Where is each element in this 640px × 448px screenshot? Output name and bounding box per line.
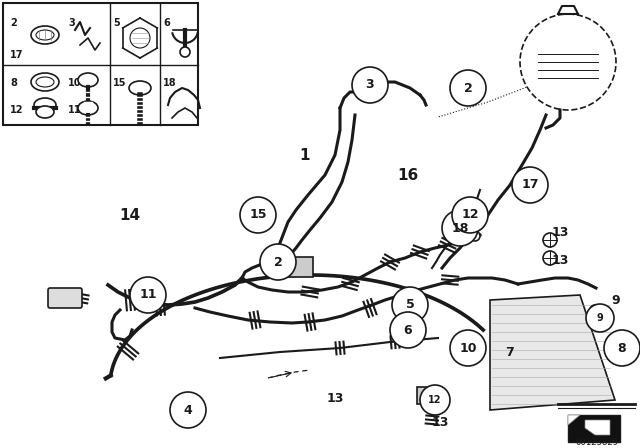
Circle shape	[390, 312, 426, 348]
Text: 12: 12	[10, 105, 24, 115]
Text: 12: 12	[428, 395, 442, 405]
Text: 10: 10	[68, 78, 81, 88]
Circle shape	[543, 233, 557, 247]
Text: 2: 2	[274, 255, 282, 268]
Circle shape	[180, 47, 190, 57]
Circle shape	[450, 70, 486, 106]
Polygon shape	[568, 415, 580, 425]
Circle shape	[470, 231, 480, 241]
Text: 3: 3	[68, 18, 75, 28]
Circle shape	[590, 305, 600, 315]
Text: 18: 18	[451, 221, 468, 234]
Ellipse shape	[36, 77, 54, 87]
Text: 10: 10	[460, 341, 477, 354]
Circle shape	[512, 167, 548, 203]
Circle shape	[130, 277, 166, 313]
Circle shape	[260, 244, 296, 280]
Ellipse shape	[78, 73, 98, 87]
Ellipse shape	[78, 101, 98, 115]
Text: 16: 16	[397, 168, 419, 182]
Circle shape	[450, 330, 486, 366]
Text: 13: 13	[551, 254, 569, 267]
Text: 15: 15	[113, 78, 127, 88]
Circle shape	[520, 14, 616, 110]
Circle shape	[240, 197, 276, 233]
Text: 9: 9	[596, 313, 604, 323]
Polygon shape	[585, 420, 610, 435]
Text: 6: 6	[404, 323, 412, 336]
Text: 13: 13	[551, 227, 569, 240]
FancyBboxPatch shape	[289, 257, 313, 277]
Text: 11: 11	[140, 289, 157, 302]
Text: 11: 11	[68, 105, 81, 115]
FancyBboxPatch shape	[3, 3, 198, 125]
Text: 7: 7	[506, 345, 515, 358]
Text: 2: 2	[463, 82, 472, 95]
Text: 00123829: 00123829	[575, 438, 618, 447]
Ellipse shape	[31, 73, 59, 91]
Circle shape	[452, 197, 488, 233]
Ellipse shape	[34, 98, 56, 112]
Text: 15: 15	[249, 208, 267, 221]
Circle shape	[597, 320, 607, 330]
Text: 8: 8	[10, 78, 17, 88]
Text: 9: 9	[612, 293, 620, 306]
Circle shape	[130, 28, 150, 48]
Circle shape	[420, 385, 450, 415]
Text: 2: 2	[10, 18, 17, 28]
Text: 17: 17	[10, 50, 24, 60]
Circle shape	[442, 210, 478, 246]
Text: 4: 4	[184, 404, 193, 417]
Ellipse shape	[31, 26, 59, 44]
Polygon shape	[568, 415, 620, 442]
Ellipse shape	[36, 106, 54, 118]
Text: 18: 18	[163, 78, 177, 88]
Circle shape	[604, 330, 640, 366]
Text: 1: 1	[300, 147, 310, 163]
Ellipse shape	[36, 30, 54, 40]
Text: 6: 6	[163, 18, 170, 28]
Text: 5: 5	[113, 18, 120, 28]
Text: 14: 14	[120, 207, 141, 223]
Text: 12: 12	[461, 208, 479, 221]
Text: 17: 17	[521, 178, 539, 191]
Circle shape	[543, 251, 557, 265]
Circle shape	[586, 304, 614, 332]
Circle shape	[170, 392, 206, 428]
Circle shape	[352, 67, 388, 103]
Text: 13: 13	[326, 392, 344, 405]
FancyBboxPatch shape	[48, 288, 82, 308]
Text: 13: 13	[431, 415, 449, 428]
FancyBboxPatch shape	[417, 387, 439, 404]
Polygon shape	[490, 295, 615, 410]
Text: 8: 8	[618, 341, 627, 354]
Ellipse shape	[129, 81, 151, 95]
Text: 5: 5	[406, 298, 414, 311]
Circle shape	[392, 287, 428, 323]
Text: 3: 3	[365, 78, 374, 91]
